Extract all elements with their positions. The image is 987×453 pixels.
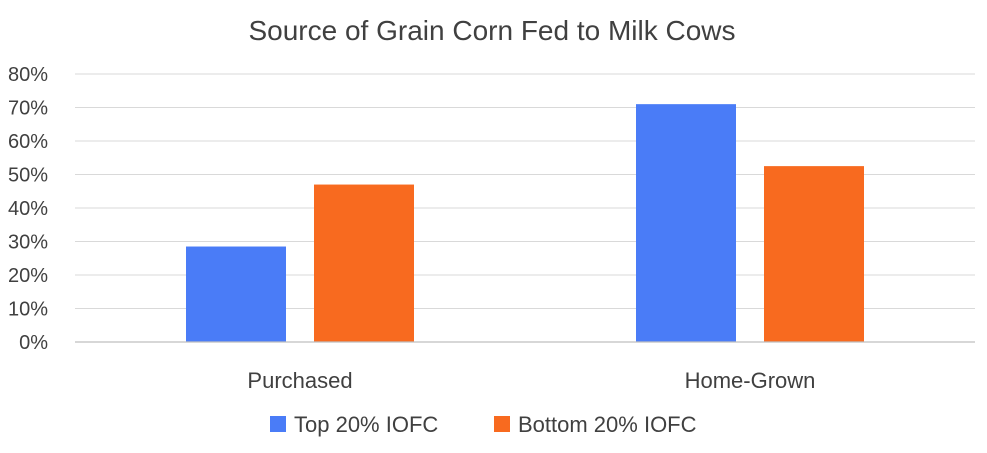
legend-label: Top 20% IOFC (294, 412, 438, 437)
bar (314, 184, 414, 342)
chart-title: Source of Grain Corn Fed to Milk Cows (248, 15, 735, 46)
bar (186, 246, 286, 342)
x-category-label: Home-Grown (685, 368, 816, 393)
y-tick-label: 50% (8, 165, 48, 187)
legend: Top 20% IOFC Bottom 20% IOFC (270, 412, 697, 437)
legend-swatch (270, 416, 286, 432)
legend-swatch (494, 416, 510, 432)
bar (636, 104, 736, 343)
y-tick-label: 10% (8, 299, 48, 321)
bars (186, 104, 864, 343)
y-axis-ticks: 0% 10% 20% 30% 40% 50% 60% 70% 80% (8, 64, 48, 354)
y-tick-label: 30% (8, 232, 48, 254)
y-tick-label: 20% (8, 265, 48, 287)
bar (764, 166, 864, 342)
x-category-label: Purchased (247, 368, 352, 393)
y-tick-label: 0% (19, 332, 48, 354)
y-tick-label: 80% (8, 64, 48, 86)
x-axis-categories: Purchased Home-Grown (247, 368, 815, 393)
y-tick-label: 70% (8, 98, 48, 120)
legend-label: Bottom 20% IOFC (518, 412, 697, 437)
y-tick-label: 40% (8, 198, 48, 220)
y-tick-label: 60% (8, 131, 48, 153)
